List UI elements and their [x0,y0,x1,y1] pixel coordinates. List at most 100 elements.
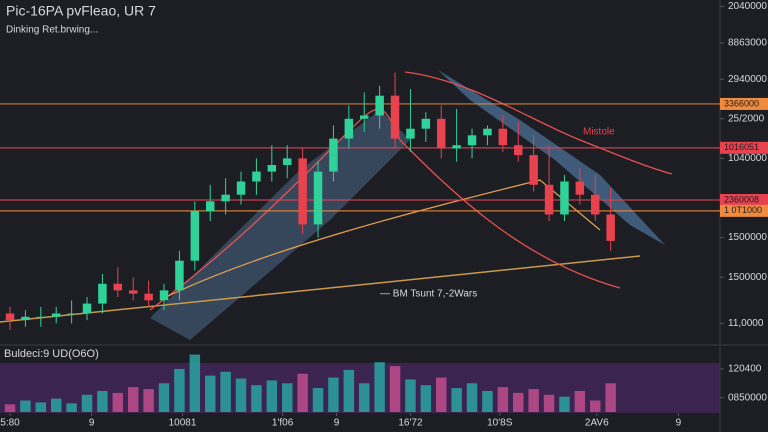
volume-bar [436,377,447,412]
volume-bar [266,380,278,412]
volume-bar [405,379,416,412]
price-tag-label: 2360008 [724,194,759,204]
candle-body [128,290,138,294]
candle-body [190,211,200,261]
volume-bar [451,388,462,412]
candle-body [205,201,215,212]
volume-bar [328,377,339,412]
volume-bar [174,368,185,412]
candle-body [483,128,492,136]
volume-bar [235,378,247,412]
y-tick-label: 8863000 [728,38,767,49]
y-tick-label: 1500000 [728,232,767,243]
x-tick-label: 1'f06 [272,418,294,429]
candle-body [452,145,461,149]
candle-body [175,260,184,291]
volume-bar [466,383,478,412]
volume-bar [343,369,355,412]
candle-body [98,283,107,304]
x-tick-label: 16'72 [398,418,423,429]
chart-title: Pic-16PA pvFleao, UR 7 [6,3,156,19]
volume-bar [482,390,493,412]
annotation: Mistole [583,127,615,138]
volume-bar [528,389,539,412]
volume-bar [297,373,308,412]
volume-bar [112,392,124,412]
candle-body [282,158,292,165]
price-tag-label: 1016051 [724,142,759,152]
price-tag [720,193,768,206]
candle-body [5,313,15,321]
candle-body [360,115,369,119]
cloud-band [150,110,410,340]
candle-body [113,283,123,291]
volume-bar [420,385,432,412]
candle-body [236,181,246,195]
volume-bar [605,383,616,412]
volume-bar [127,387,139,412]
candle-body [82,303,92,314]
y-tick-label: 11,0000 [728,318,764,329]
candle-body [575,181,585,195]
candle-body [267,165,277,172]
candle-body [498,128,508,146]
volume-bar [251,385,262,412]
candle-body [591,194,600,215]
chart-subtitle: Dinking Ret.brwing... [6,25,98,36]
candle-body [144,293,153,301]
volume-bar [513,392,524,412]
candle-body [67,313,76,315]
candle-body [544,184,554,215]
cloud-band [438,70,665,245]
y-tick-label: 25/2000 [728,113,765,124]
candle-body [560,181,569,215]
volume-bar [143,389,154,412]
trend-line [0,255,641,323]
x-tick-label: 5:80 [0,418,20,429]
volume-bar [559,396,570,412]
volume-bar [574,390,586,412]
candle-body [329,138,338,172]
volume-bar [359,383,370,412]
y-tick-label: 120400 [728,364,762,375]
candle-body [467,135,477,146]
candle-body [514,145,523,156]
x-tick-label: 10081 [169,418,197,429]
price-tag [720,97,768,110]
x-tick-label: 9 [334,418,340,429]
volume-bar [590,400,601,412]
y-tick-label: 0850000 [728,392,767,403]
candle-body [390,95,400,139]
volume-bar [35,402,47,412]
candle-body [313,171,323,225]
y-tick-label: 1040000 [728,153,767,164]
indicator-line [159,179,601,301]
annotation: — BM Tsunt 7,-2Wars [380,289,477,300]
price-tag-label: 3366000 [724,98,759,108]
volume-bar [20,400,31,412]
volume-bar [543,394,555,412]
candle-body [421,118,431,129]
candle-body [252,171,261,182]
volume-bar [81,394,93,412]
indicator-line [404,71,673,175]
candle-body [36,316,46,318]
volume-bar [189,354,201,412]
volume-bar [66,403,77,412]
volume-bar [281,383,293,412]
price-tag [720,204,768,217]
volume-bar [374,362,385,412]
y-tick-label: 2040000 [728,1,767,12]
x-tick-label: 9 [676,418,682,429]
candle-body [51,313,61,317]
candle-body [406,128,415,139]
volume-bar [97,390,108,412]
volume-bar [204,375,216,412]
candle-body [344,118,354,139]
price-tag-label: 1 0T1000 [724,205,762,215]
candle-body [606,214,615,241]
price-tag [720,141,768,154]
candle-body [159,290,169,301]
